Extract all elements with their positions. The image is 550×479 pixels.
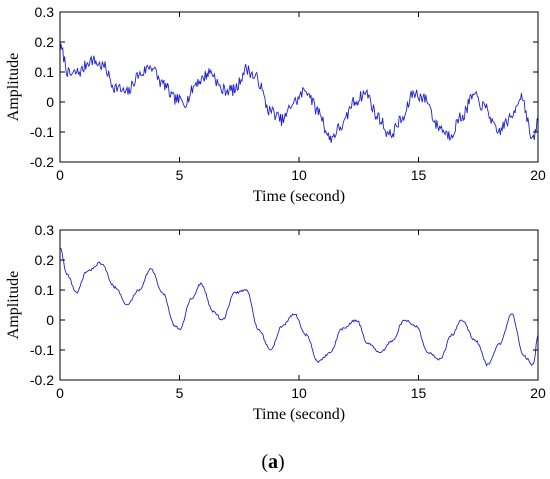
figure-caption: (a) xyxy=(261,451,284,473)
plot-frame xyxy=(59,11,539,163)
x-axis-label: Time (second) xyxy=(253,188,345,205)
plot-frame xyxy=(59,229,539,381)
x-tick-label: 10 xyxy=(291,385,307,401)
x-tick-label: 5 xyxy=(176,385,184,401)
x-tick-label: 0 xyxy=(56,385,64,401)
y-tick-label: 0.2 xyxy=(35,34,55,50)
chart-bottom: 0 5 10 15 20 -0.2 -0.1 0 0.1 0.2 0.3 Time (second) A… xyxy=(5,222,546,423)
x-tick-label: 0 xyxy=(56,167,64,183)
x-tick-label: 15 xyxy=(411,167,427,183)
x-tick-label: 10 xyxy=(291,167,307,183)
x-tick-label: 20 xyxy=(530,167,546,183)
y-tick-label: 0.1 xyxy=(35,282,55,298)
x-tick-label: 15 xyxy=(411,385,427,401)
x-axis-label: Time (second) xyxy=(253,406,345,423)
y-axis-label: Amplitude xyxy=(5,271,22,339)
y-tick-label: -0.1 xyxy=(30,124,54,140)
y-tick-label: 0.3 xyxy=(35,222,55,238)
y-tick-label: -0.1 xyxy=(30,342,54,358)
series-line xyxy=(59,43,539,143)
y-tick-label: -0.2 xyxy=(30,154,54,170)
y-tick-label: 0.1 xyxy=(35,64,55,80)
y-tick-label: 0 xyxy=(46,94,54,110)
chart-top: 0 5 10 15 20 -0.2 -0.1 0 0.1 0.2 0.3 Time (second) A… xyxy=(5,4,546,205)
y-tick-label: 0 xyxy=(46,312,54,328)
y-tick-label: -0.2 xyxy=(30,372,54,388)
x-tick-label: 20 xyxy=(530,385,546,401)
series-line xyxy=(59,248,539,367)
caption-close-paren: ) xyxy=(278,451,285,473)
y-tick-label: 0.2 xyxy=(35,252,55,268)
y-axis-label: Amplitude xyxy=(5,53,22,121)
x-tick-label: 5 xyxy=(176,167,184,183)
y-tick-label: 0.3 xyxy=(35,4,55,20)
caption-letter: a xyxy=(268,451,278,473)
caption-open-paren: ( xyxy=(261,451,268,473)
